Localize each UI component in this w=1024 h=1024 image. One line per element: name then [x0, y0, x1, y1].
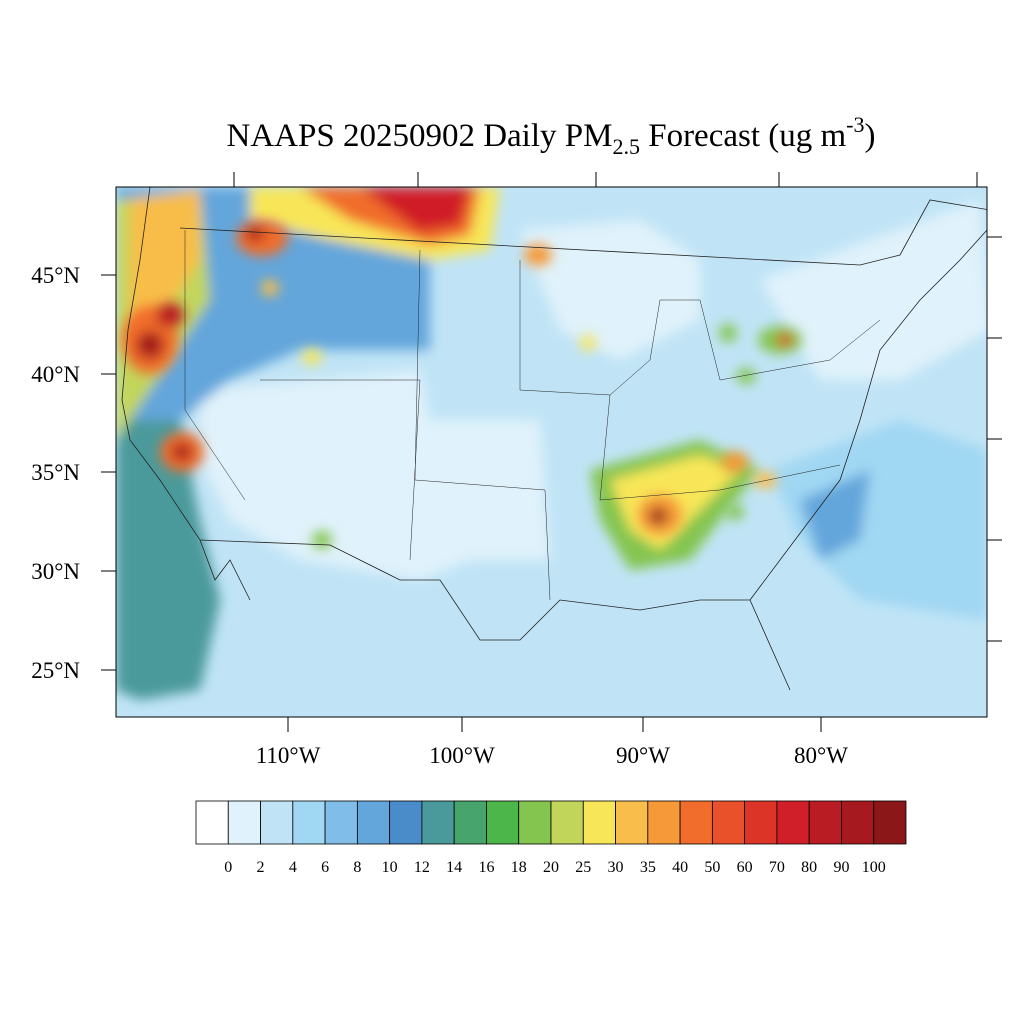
latitude-label: 25°N [31, 658, 80, 683]
colorbar-box [711, 800, 746, 845]
colorbar-label: 8 [353, 859, 361, 876]
boundaries [121, 187, 987, 691]
longitude-label: 100°W [429, 743, 495, 768]
title-middle: Forecast (ug m [640, 118, 847, 154]
frame-ticks [101, 172, 1002, 732]
latitude-label: 45°N [31, 263, 80, 288]
colorbar-box [260, 800, 294, 845]
colorbar-label: 4 [289, 859, 297, 876]
colorbar-box [776, 800, 810, 845]
colorbar-box [227, 800, 261, 845]
longitude-label: 80°W [794, 743, 848, 768]
colorbar-box [421, 800, 455, 845]
title-main: NAAPS 20250902 Daily PM [227, 118, 613, 154]
colorbar-label: 40 [672, 859, 688, 876]
colorbar-box [679, 800, 713, 845]
colorbar-box [615, 800, 649, 845]
colorbar-label: 16 [478, 859, 494, 876]
colorbar-label: 12 [414, 859, 430, 876]
colorbar-label: 2 [257, 859, 265, 876]
title-end: ) [865, 118, 876, 154]
colorbar-label: 20 [543, 859, 559, 876]
colorbar-label: 35 [640, 859, 656, 876]
colorbar-box [744, 800, 778, 845]
colorbar-label: 100 [862, 859, 886, 876]
colorbar-label: 14 [446, 859, 462, 876]
latitude-label: 40°N [31, 362, 80, 387]
colorbar-label: 18 [511, 859, 527, 876]
colorbar-label: 70 [769, 859, 785, 876]
colorbar-box [873, 800, 907, 845]
latitude-label: 35°N [31, 460, 80, 485]
colorbar-box [841, 800, 875, 845]
colorbar-label: 80 [801, 859, 817, 876]
title: NAAPS 20250902 Daily PM2.5 Forecast (ug … [227, 112, 876, 159]
colorbar-box [292, 800, 326, 845]
latitude-label: 30°N [31, 559, 80, 584]
colorbar-label: 90 [833, 859, 849, 876]
colorbar-box [486, 800, 520, 845]
longitude-label: 110°W [256, 743, 321, 768]
colorbar-label: 30 [608, 859, 624, 876]
colorbar-box [518, 800, 552, 845]
colorbar-box [647, 800, 681, 845]
map-field [116, 187, 987, 717]
colorbar-box [453, 800, 487, 845]
colorbar-label: 10 [382, 859, 398, 876]
colorbar-label: 25 [575, 859, 591, 876]
longitude-label: 90°W [616, 743, 670, 768]
title-superscript: -3 [846, 112, 864, 137]
map-frame [115, 186, 988, 718]
colorbar-box [582, 800, 616, 845]
colorbar-box [324, 800, 358, 845]
colorbar-label: 60 [737, 859, 753, 876]
colorbar-box [195, 800, 229, 845]
colorbar-box [356, 800, 391, 845]
colorbar-label: 50 [704, 859, 720, 876]
colorbar-label: 6 [321, 859, 329, 876]
colorbar-label: 0 [224, 859, 232, 876]
colorbar-box [550, 800, 584, 845]
colorbar-box [808, 800, 842, 845]
colorbar-box [389, 800, 423, 845]
title-subscript: 2.5 [612, 134, 640, 159]
